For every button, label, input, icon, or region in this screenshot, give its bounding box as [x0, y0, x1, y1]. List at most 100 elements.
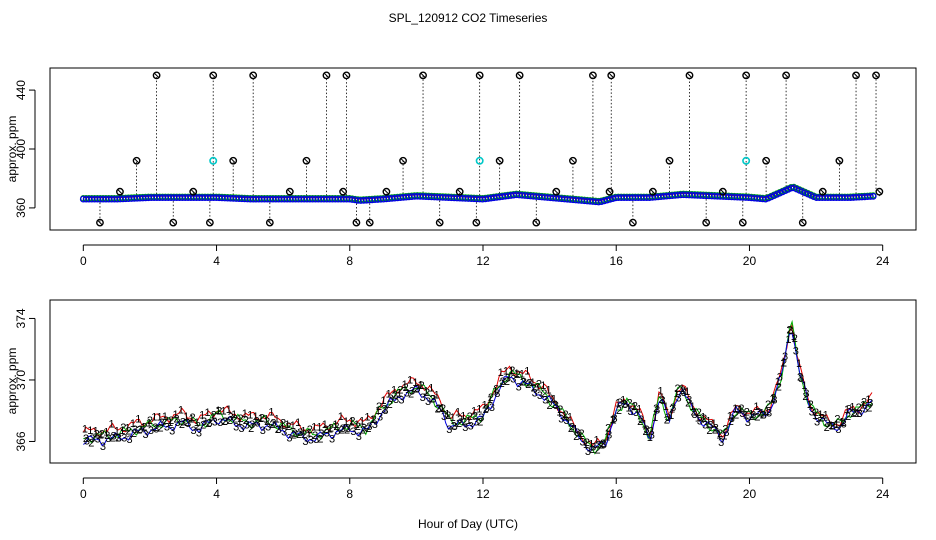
series-1-marker: 1	[119, 425, 125, 437]
series-3-marker: 3	[196, 427, 202, 439]
spike-marker	[495, 156, 504, 165]
series-2-marker: 2	[605, 423, 611, 435]
series-1-marker: 1	[524, 366, 530, 378]
series-2-marker: 2	[552, 399, 558, 411]
spike-marker-cross	[667, 158, 672, 164]
series-3-marker: 3	[675, 393, 681, 405]
series-2-marker: 2	[483, 404, 489, 416]
spike-marker-cross	[457, 189, 463, 195]
series-3-marker: 3	[590, 442, 596, 454]
series-1-marker: 1	[753, 401, 759, 413]
series-2-marker: 2	[269, 419, 275, 431]
spike-marker-cross	[763, 158, 769, 164]
series-1-marker: 1	[769, 394, 775, 406]
series-2-marker: 2	[115, 432, 121, 444]
top-x-tick-label: 0	[80, 254, 87, 268]
series-1-marker: 1	[780, 358, 786, 370]
series-2-marker: 2	[397, 385, 403, 397]
series-2-marker: 2	[120, 422, 126, 434]
cyan-marker	[209, 156, 218, 165]
series-3-marker: 3	[95, 434, 101, 446]
series-1-marker: 1	[146, 417, 152, 429]
series-2-marker: 2	[110, 432, 116, 444]
spike-marker	[742, 71, 751, 80]
series-2-marker: 2	[344, 425, 350, 437]
series-1-marker: 1	[407, 374, 413, 386]
series-3-marker: 3	[521, 377, 527, 389]
series-1-marker: 1	[375, 405, 381, 417]
figure-title: SPL_120912 CO2 Timeseries	[389, 11, 548, 25]
spike-marker	[685, 71, 694, 80]
series-1-marker: 1	[492, 385, 498, 397]
bottom-x-tick-label: 20	[743, 487, 757, 501]
series-3-marker: 3	[292, 428, 298, 440]
series-1-marker: 1	[487, 394, 493, 406]
series-3-marker: 3	[553, 400, 559, 412]
series-2-marker: 2	[690, 407, 696, 419]
series-1-marker: 1	[679, 383, 685, 395]
bottom-y-tick-label: 366	[14, 431, 28, 451]
series-2-marker: 2	[701, 413, 707, 425]
series-3-marker: 3	[761, 409, 767, 421]
series-1-marker: 1	[695, 413, 701, 425]
spike-marker-cross	[97, 220, 103, 225]
series-3-marker: 3	[643, 424, 649, 436]
series-2-marker: 2	[152, 422, 158, 434]
series-3-marker: 3	[612, 413, 618, 425]
series-2-marker: 2	[408, 389, 414, 401]
series-2-marker: 2	[557, 404, 563, 416]
series-1-line	[82, 323, 873, 447]
series-2-marker: 2	[440, 403, 446, 415]
series-1-marker: 1	[109, 419, 115, 431]
spike-marker-cross	[553, 189, 559, 195]
series-1-marker: 1	[370, 414, 376, 426]
series-1-marker: 1	[87, 425, 93, 437]
series-1-marker: 1	[775, 376, 781, 388]
series-1-marker: 1	[743, 410, 749, 422]
series-2-marker: 2	[451, 420, 457, 432]
series-1-marker: 1	[610, 414, 616, 426]
series-1-marker: 1	[625, 403, 631, 415]
spike-marker-cross	[517, 73, 522, 78]
series-2-marker: 2	[786, 324, 792, 336]
series-2-marker: 2	[472, 410, 478, 422]
series-3-marker: 3	[473, 416, 479, 428]
series-1-marker: 1	[274, 413, 280, 425]
series-2-marker: 2	[632, 401, 638, 413]
series-2-marker: 2	[642, 426, 648, 438]
spike-marker-cross	[720, 189, 726, 195]
series-1-marker: 1	[737, 405, 743, 417]
spike-marker	[365, 218, 374, 227]
series-1-marker: 1	[466, 415, 472, 427]
top-y-tick-label: 400	[14, 139, 28, 159]
series-1-marker: 1	[348, 417, 354, 429]
spike-marker-cross	[420, 73, 426, 78]
series-1-marker: 1	[327, 424, 333, 436]
series-1-marker: 1	[817, 409, 823, 421]
series-1-marker: 1	[141, 421, 147, 433]
series-1-marker: 1	[711, 418, 717, 430]
series-2-marker: 2	[611, 415, 617, 427]
series-2-marker: 2	[205, 418, 211, 430]
series-1-marker: 1	[258, 413, 264, 425]
series-1-marker: 1	[220, 405, 226, 417]
series-2-marker: 2	[168, 415, 174, 427]
series-3-marker: 3	[265, 421, 271, 433]
series-3-marker: 3	[206, 417, 212, 429]
series-3-marker: 3	[713, 423, 719, 435]
series-2-marker: 2	[568, 423, 574, 435]
series-1-marker: 1	[183, 411, 189, 423]
series-2-marker: 2	[584, 437, 590, 449]
series-1-marker: 1	[194, 417, 200, 429]
series-3-marker: 3	[841, 419, 847, 431]
series-2-marker: 2	[595, 444, 601, 456]
series-1-marker: 1	[631, 401, 637, 413]
series-3-marker: 3	[569, 421, 575, 433]
series-1-marker: 1	[178, 405, 184, 417]
series-3-marker: 3	[175, 417, 181, 429]
series-1-marker: 1	[620, 394, 626, 406]
series-3-marker: 3	[324, 428, 330, 440]
series-1-marker: 1	[673, 388, 679, 400]
series-1-marker: 1	[402, 379, 408, 391]
top-x-tick-label: 24	[876, 254, 890, 268]
